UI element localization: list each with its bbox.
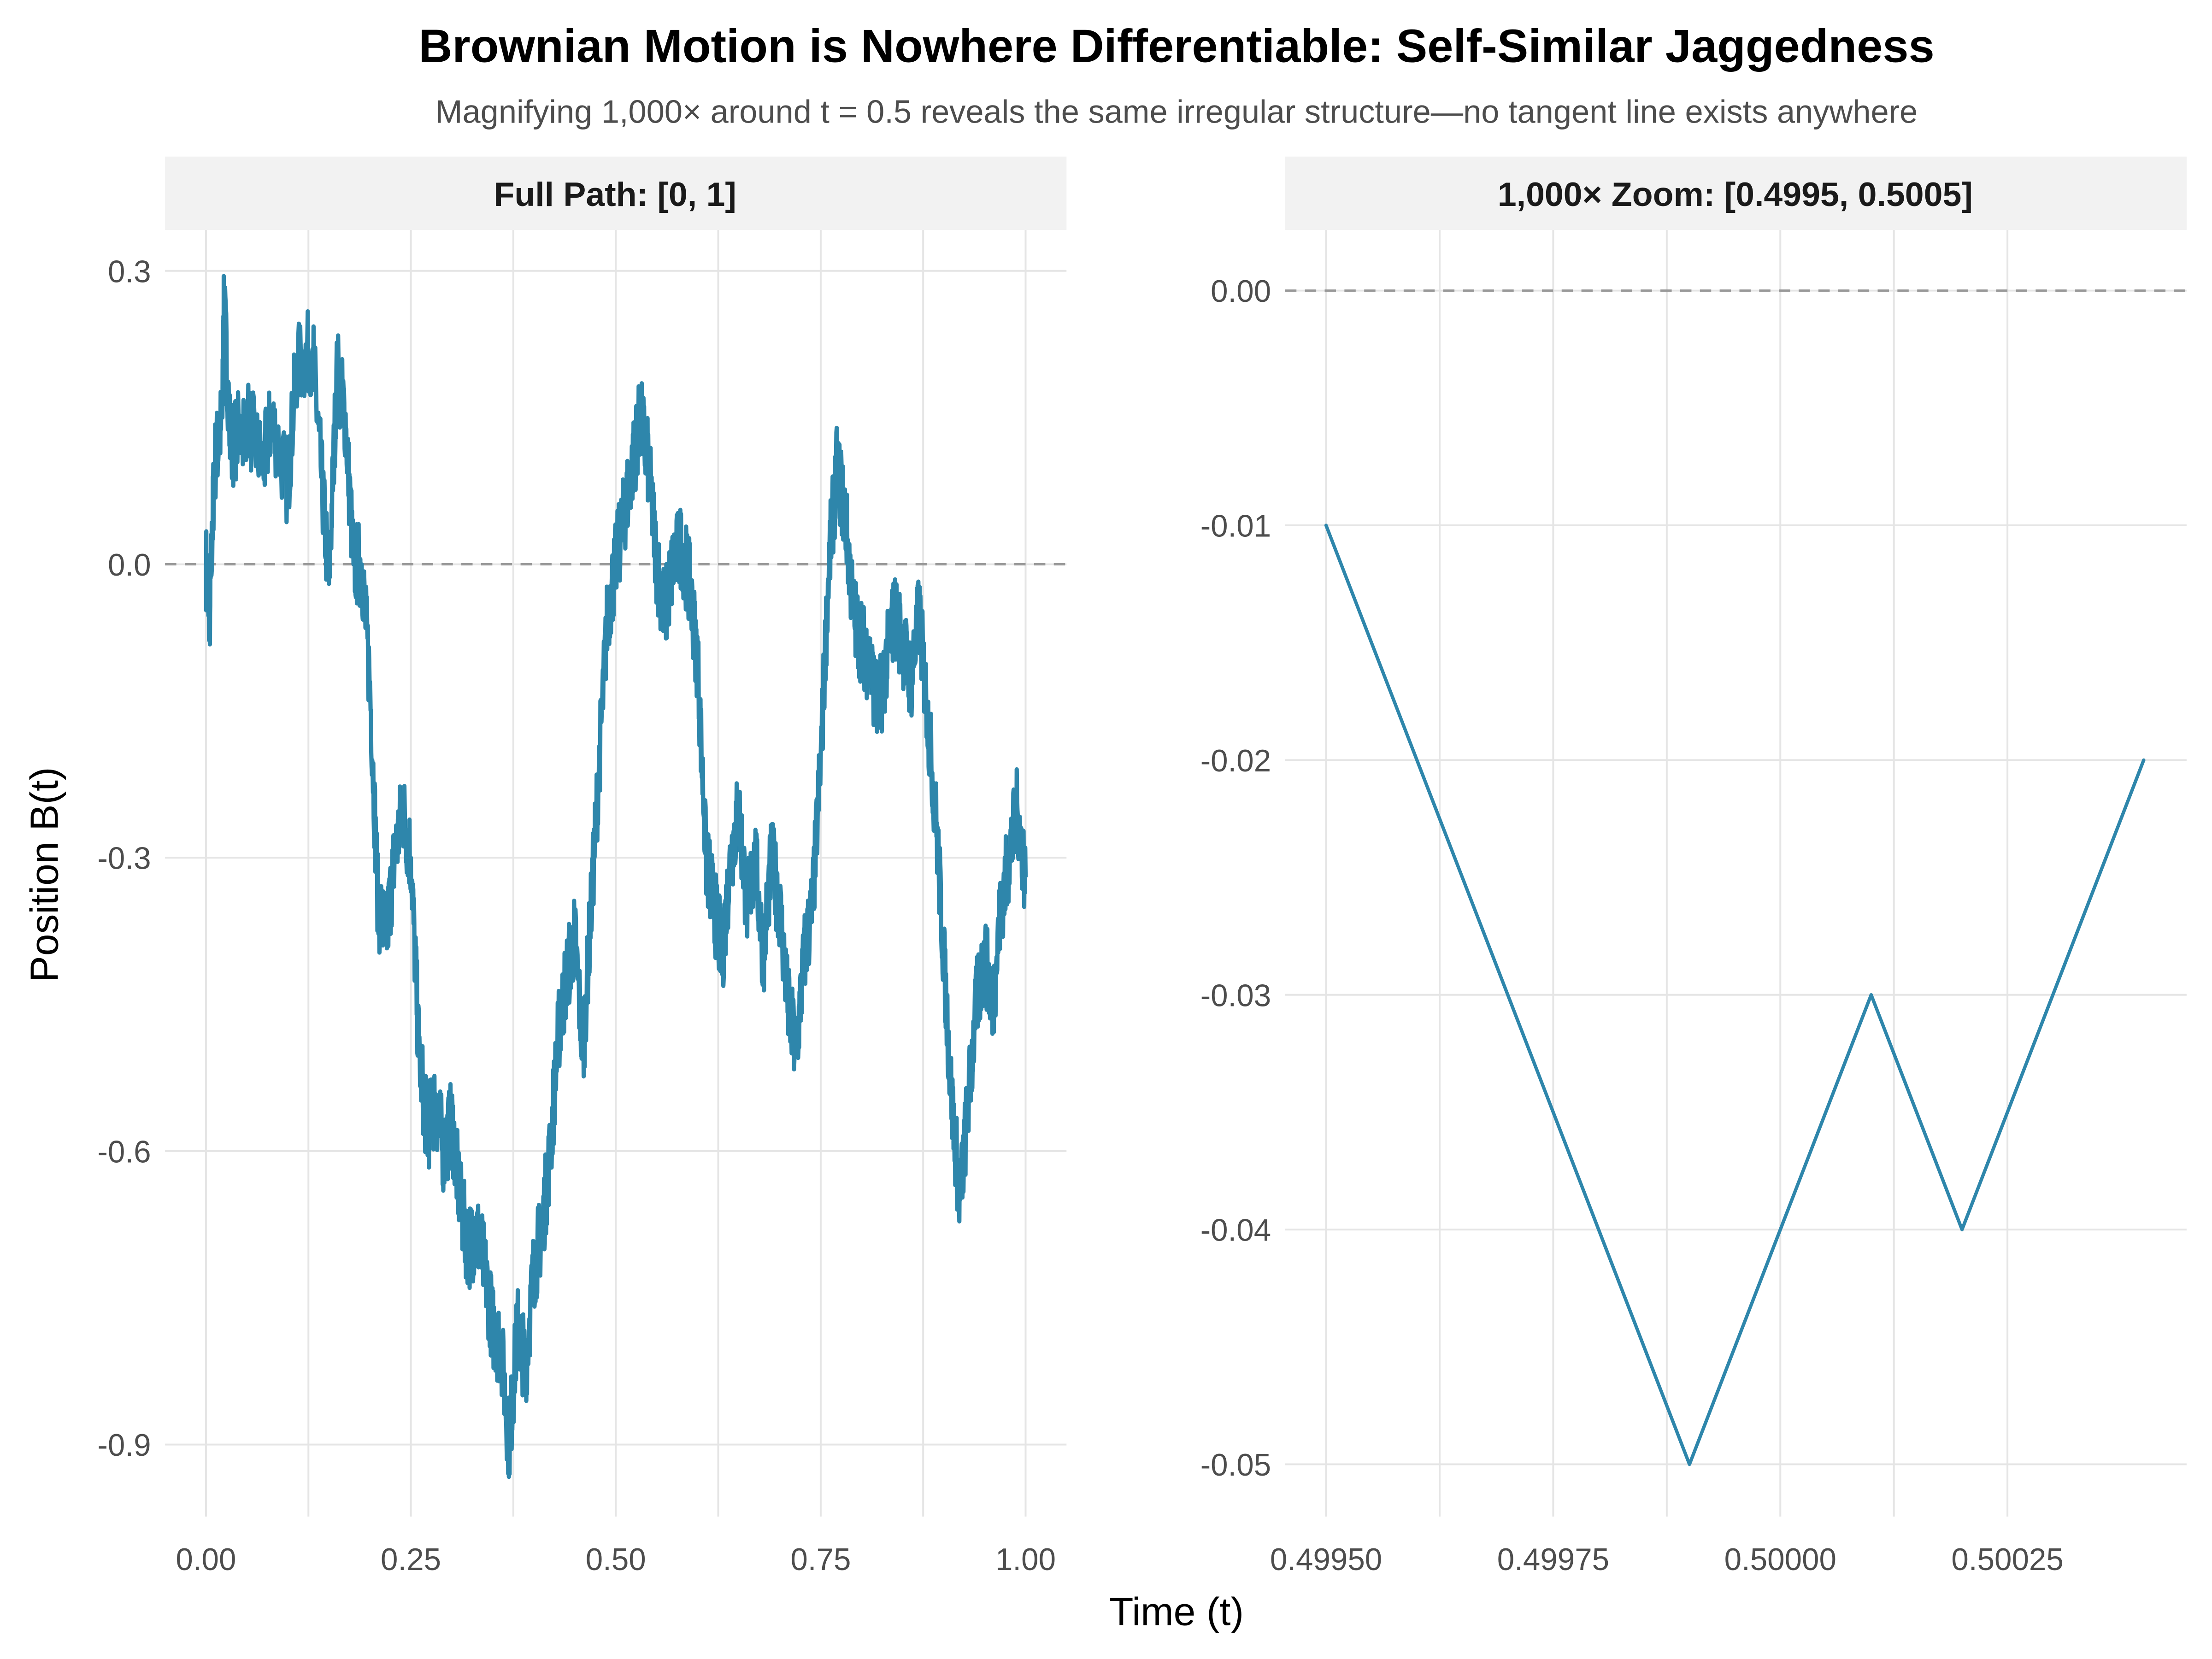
y-tick-label: -0.01 (1200, 509, 1271, 543)
x-tick-label: 0.49975 (1497, 1542, 1609, 1577)
y-tick-label: -0.9 (98, 1428, 151, 1463)
y-tick-label: -0.02 (1200, 744, 1271, 778)
y-tick-label: 0.00 (1211, 274, 1271, 309)
x-tick-label: 0.50000 (1724, 1542, 1836, 1577)
x-axis-label: Time (t) (1109, 1590, 1244, 1634)
panel-zoom: 1,000× Zoom: [0.4995, 0.5005] 0.49950 0.4… (1200, 156, 2187, 1577)
y-tick-label: -0.3 (98, 841, 151, 876)
chart-subtitle: Magnifying 1,000× around t = 0.5 reveals… (435, 93, 1918, 129)
x-tick-label: 0.25 (381, 1542, 441, 1577)
y-tick-label: -0.03 (1200, 978, 1271, 1013)
y-axis-label: Position B(t) (23, 767, 67, 982)
y-tick-label: -0.6 (98, 1135, 151, 1169)
series-line (1324, 524, 2146, 1466)
chart-title: Brownian Motion is Nowhere Differentiabl… (418, 21, 1934, 72)
x-tick-label: 1.00 (995, 1542, 1056, 1577)
y-tick-label: -0.04 (1200, 1213, 1271, 1248)
panel-title: Full Path: [0, 1] (494, 175, 736, 213)
panel-strip (1285, 156, 2187, 230)
x-tick-label: 0.50025 (1951, 1542, 2063, 1577)
y-tick-label: 0.0 (108, 548, 151, 582)
panel-title: 1,000× Zoom: [0.4995, 0.5005] (1498, 175, 1973, 213)
panel-strip (165, 156, 1067, 230)
y-tick-label: -0.05 (1200, 1448, 1271, 1483)
series-line (204, 274, 1028, 1479)
x-tick-label: 0.49950 (1270, 1542, 1382, 1577)
x-tick-label: 0.50 (586, 1542, 646, 1577)
x-tick-label: 0.75 (790, 1542, 851, 1577)
y-tick-label: 0.3 (108, 254, 151, 289)
panel-full-path: Full Path: [0, 1] 0.00 0.25 0.50 0.75 1.00 0.… (98, 156, 1067, 1577)
x-tick-label: 0.00 (176, 1542, 236, 1577)
